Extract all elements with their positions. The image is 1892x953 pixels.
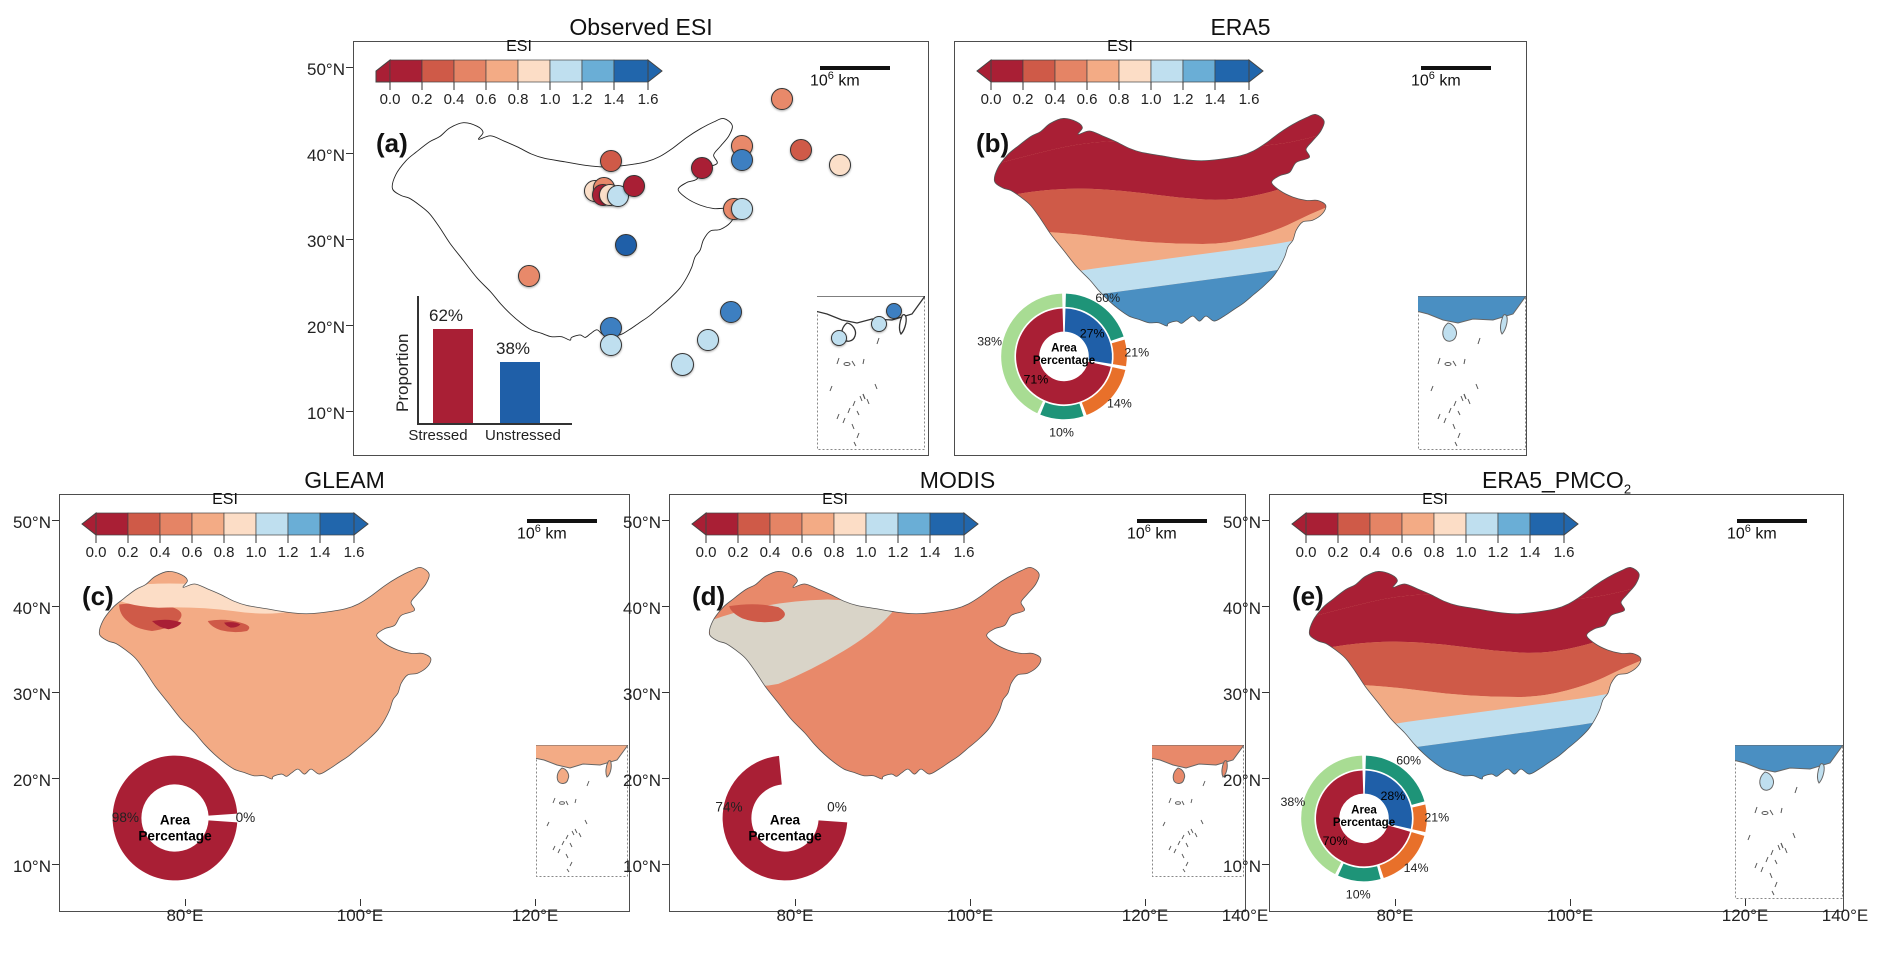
svg-text:28%: 28% — [1381, 789, 1406, 803]
svg-text:0%: 0% — [827, 800, 847, 815]
svg-text:Percentage: Percentage — [748, 828, 822, 843]
svg-text:10%: 10% — [1346, 888, 1371, 902]
svg-text:14%: 14% — [1404, 861, 1429, 875]
svg-text:10%: 10% — [1049, 426, 1074, 440]
svg-text:Percentage: Percentage — [1333, 817, 1396, 829]
svg-text:38%: 38% — [1281, 795, 1306, 809]
svg-text:70%: 70% — [1323, 834, 1348, 848]
svg-text:98%: 98% — [112, 810, 139, 825]
svg-text:21%: 21% — [1424, 811, 1449, 825]
svg-text:Area: Area — [1051, 342, 1077, 354]
svg-text:71%: 71% — [1023, 373, 1048, 387]
svg-text:Percentage: Percentage — [138, 828, 212, 843]
svg-text:Area: Area — [1351, 804, 1377, 816]
svg-text:38%: 38% — [977, 335, 1002, 349]
svg-text:Percentage: Percentage — [1033, 355, 1096, 367]
svg-text:21%: 21% — [1124, 345, 1149, 359]
svg-text:60%: 60% — [1396, 754, 1421, 768]
svg-text:Area: Area — [770, 812, 801, 827]
svg-text:0%: 0% — [236, 810, 256, 825]
svg-text:14%: 14% — [1107, 397, 1132, 411]
svg-text:74%: 74% — [715, 800, 742, 815]
svg-text:60%: 60% — [1095, 291, 1120, 305]
svg-text:27%: 27% — [1080, 326, 1105, 340]
svg-text:Area: Area — [160, 812, 191, 827]
